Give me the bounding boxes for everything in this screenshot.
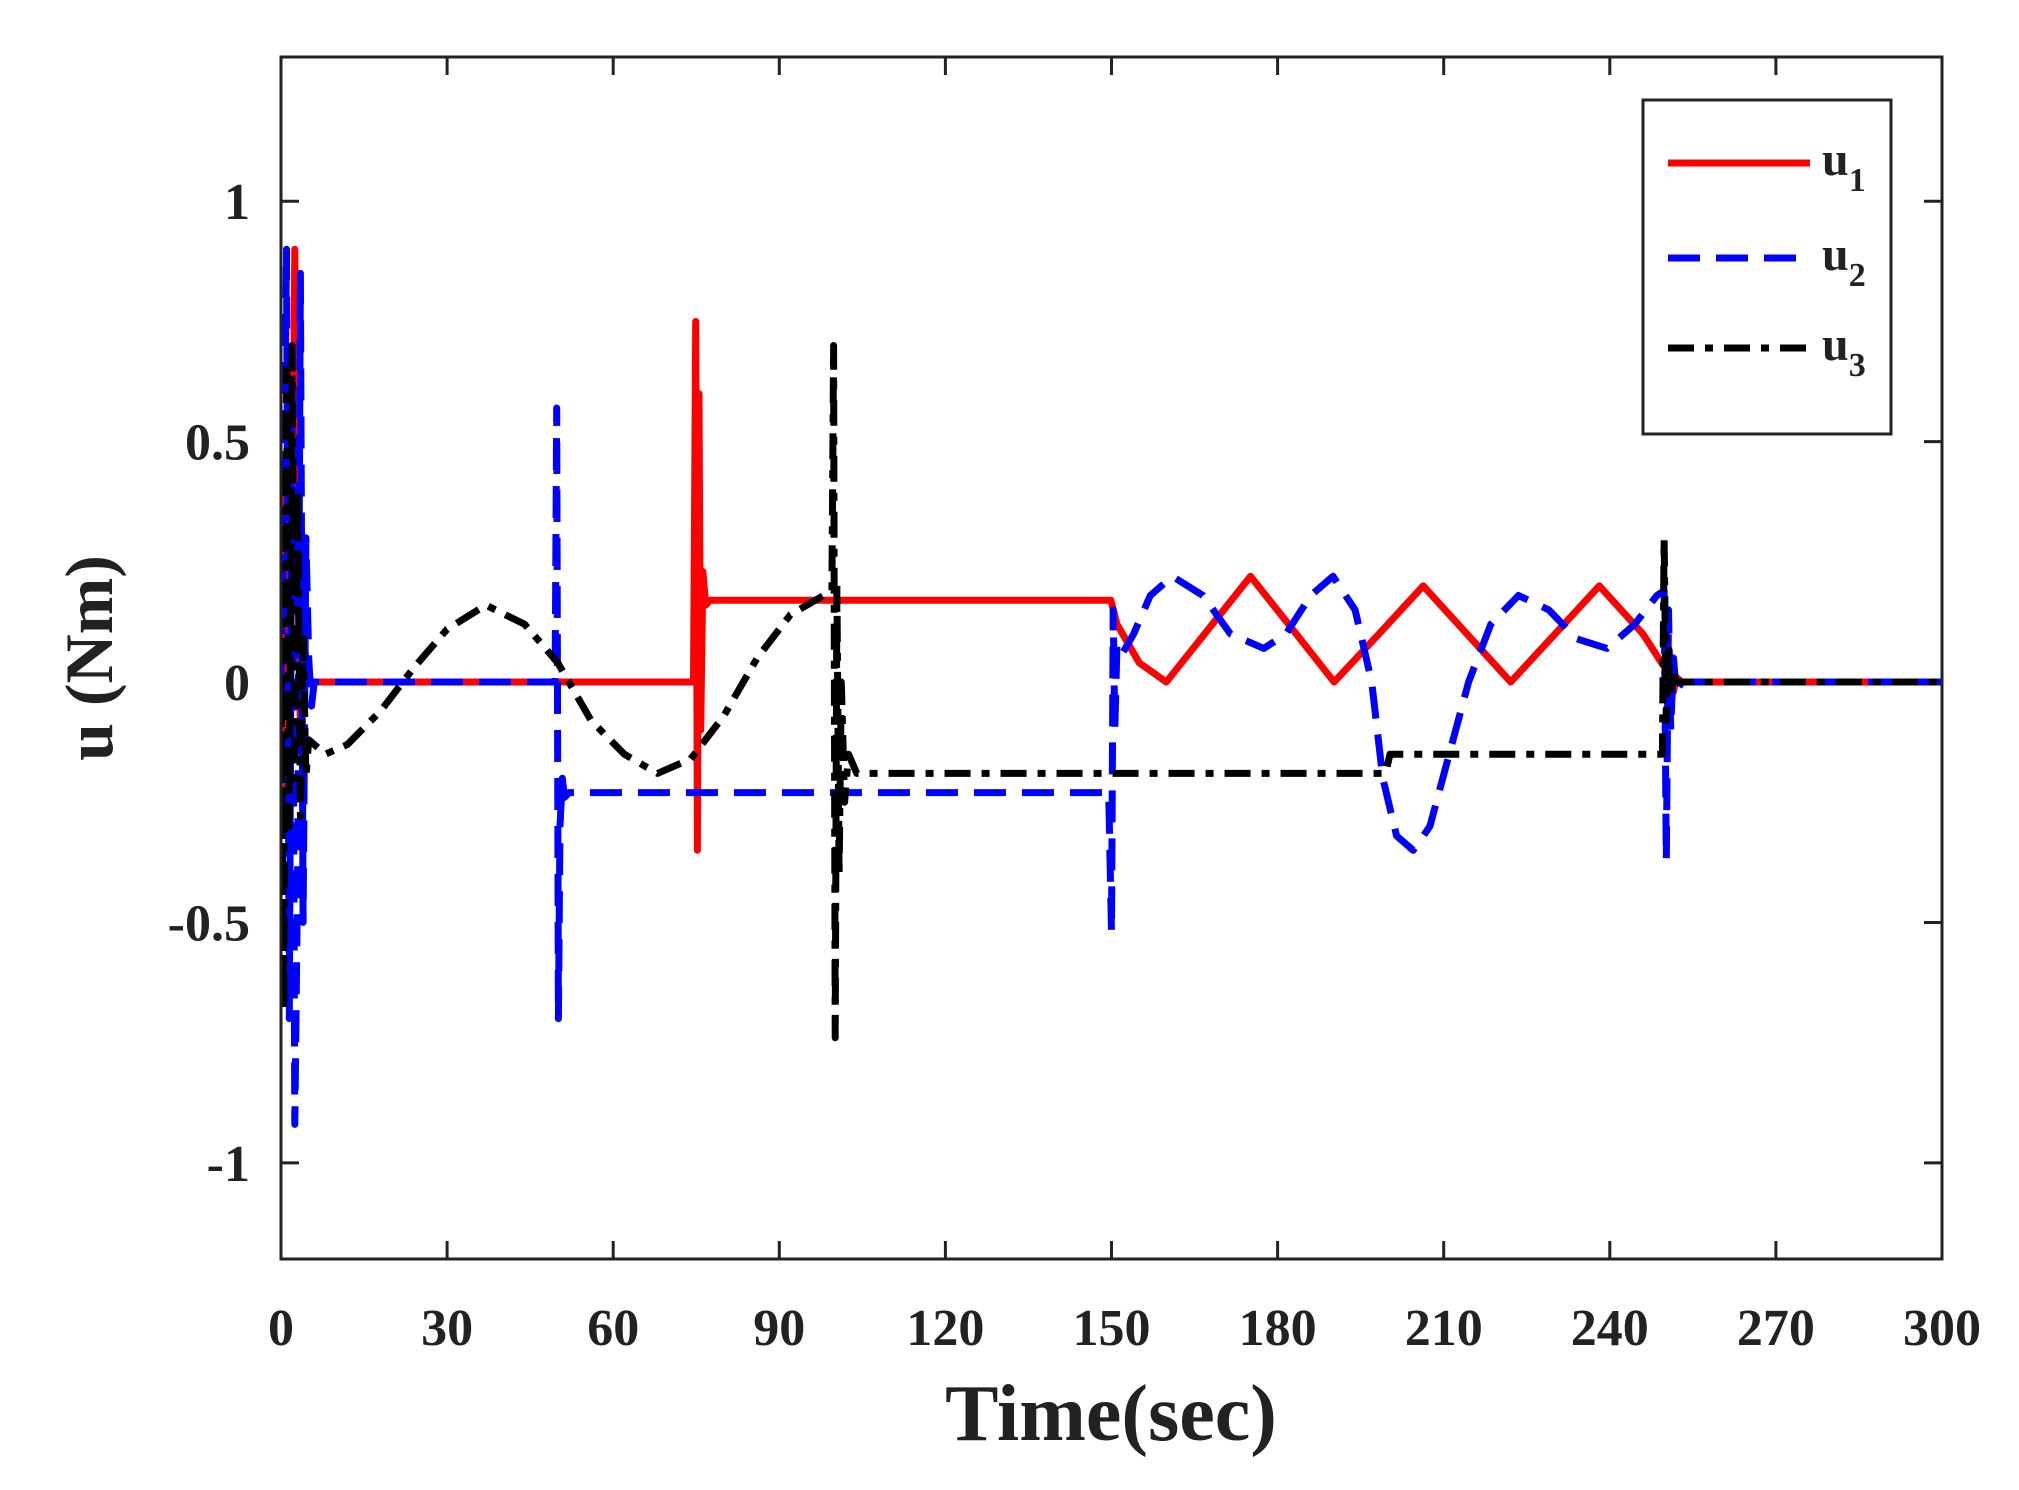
legend-label-subscript: 3 — [1849, 347, 1866, 384]
legend-label-base: u — [1822, 318, 1849, 371]
y-tick-label: -1 — [207, 1136, 250, 1193]
y-tick-label: 0.5 — [185, 415, 250, 472]
x-tick-label: 270 — [1737, 1300, 1815, 1357]
y-tick-label: 0 — [224, 655, 250, 712]
legend-label-subscript: 2 — [1849, 257, 1866, 294]
legend-box — [1641, 98, 1893, 436]
legend-label-u3: u3 — [1822, 318, 1866, 384]
x-tick-label: 180 — [1239, 1300, 1317, 1357]
series-line-u2 — [281, 245, 1942, 1128]
plot-frame — [279, 55, 1944, 1261]
y-tick-labels: -1 -0.5 0 0.5 1 — [168, 174, 250, 1193]
legend-label-u1: u1 — [1822, 133, 1866, 199]
x-tick-label: 0 — [268, 1300, 294, 1357]
series-line-u3 — [281, 342, 1942, 1042]
x-tick-label: 240 — [1571, 1300, 1649, 1357]
x-tick-label: 30 — [421, 1300, 473, 1357]
legend-label-base: u — [1822, 228, 1849, 281]
y-axis-title: u (Nm) — [51, 555, 127, 761]
x-tick-labels: 0 30 60 90 120 150 180 210 240 270 300 — [268, 1300, 1981, 1357]
x-axis-title: Time(sec) — [945, 1370, 1277, 1458]
y-tick-label: 1 — [224, 174, 250, 231]
y-tick-label: -0.5 — [168, 895, 250, 952]
x-tick-label: 120 — [906, 1300, 984, 1357]
x-tick-label: 150 — [1073, 1300, 1151, 1357]
x-tick-label: 90 — [753, 1300, 805, 1357]
x-tick-label: 300 — [1903, 1300, 1981, 1357]
series-lines — [281, 245, 1942, 1128]
legend-label-u2: u2 — [1822, 228, 1866, 294]
legend-label-base: u — [1822, 133, 1849, 186]
x-tick-label: 210 — [1405, 1300, 1483, 1357]
legend-label-subscript: 1 — [1849, 162, 1866, 199]
x-tick-label: 60 — [587, 1300, 639, 1357]
